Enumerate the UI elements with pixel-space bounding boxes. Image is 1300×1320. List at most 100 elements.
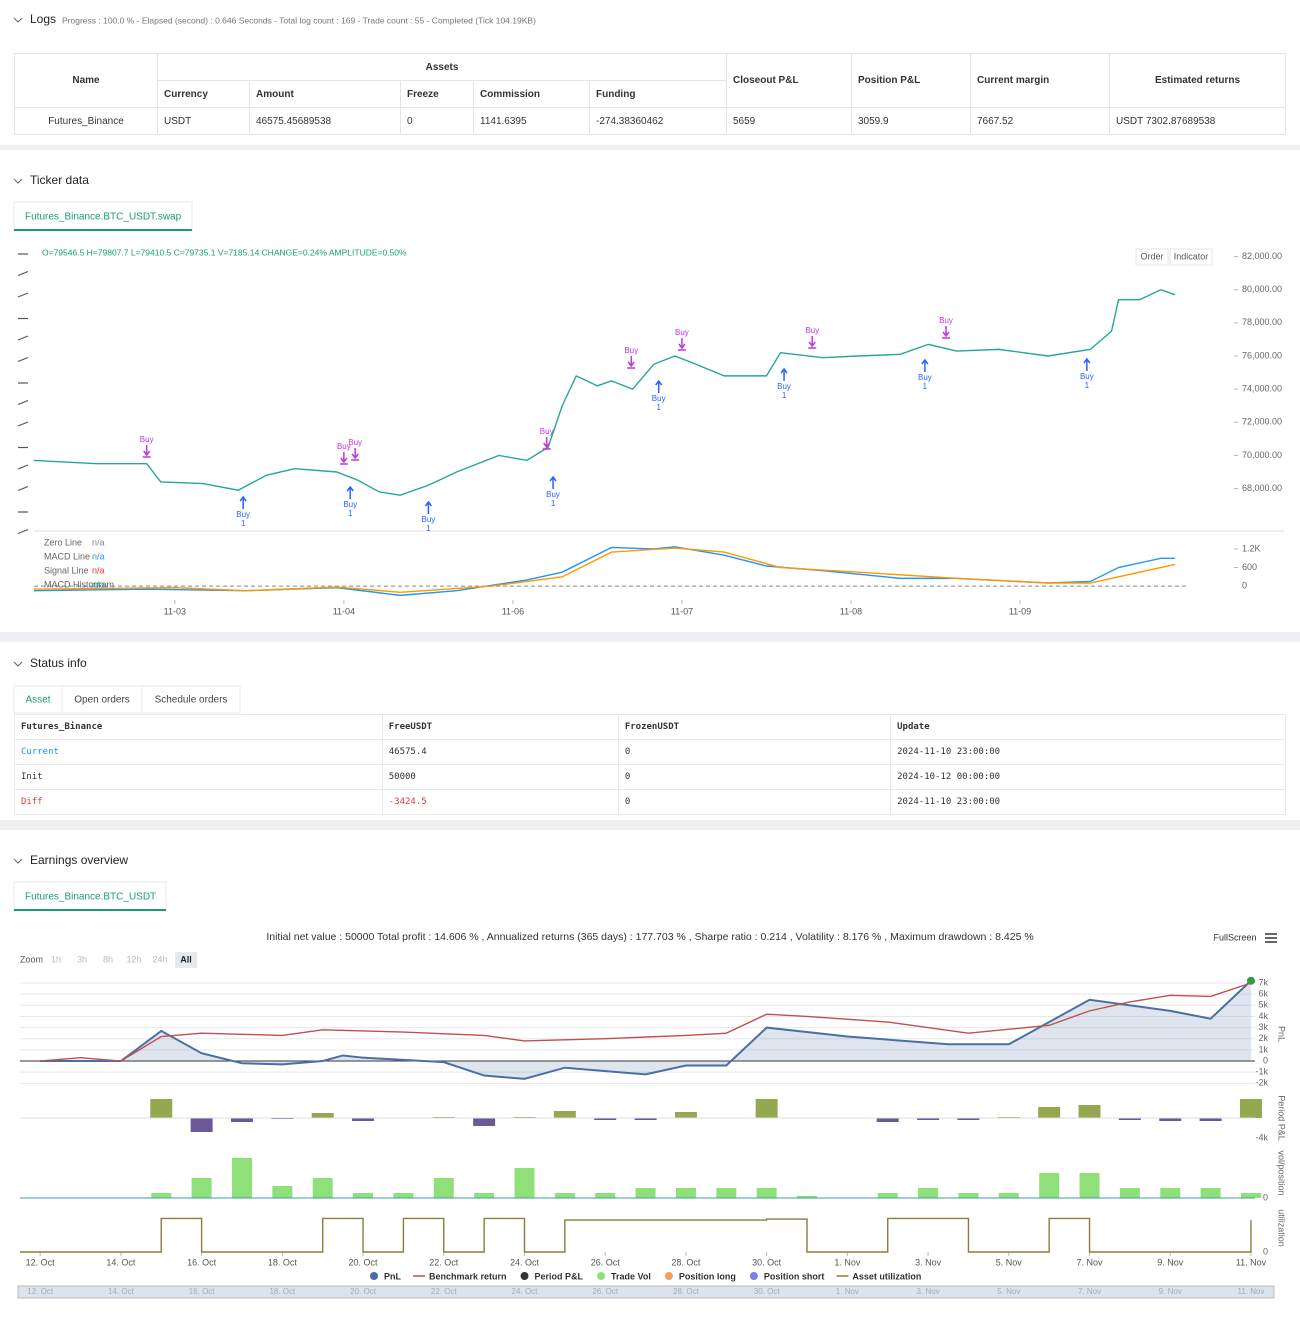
section-title: Logs: [30, 12, 56, 26]
tab[interactable]: [61, 685, 143, 714]
buy-arrow: [627, 355, 636, 369]
buy-arrow: [1083, 357, 1091, 372]
line: [40, 982, 1252, 1062]
cell: -274.38360462: [589, 107, 727, 135]
progress: Progress : 100.0 % - Elapsed (second) : …: [62, 15, 536, 25]
tool-icon[interactable]: [17, 292, 29, 298]
zoom-button[interactable]: 1h: [51, 954, 61, 964]
tool-icon[interactable]: [17, 335, 29, 341]
buy-arrow: [549, 475, 557, 489]
button-label[interactable]: Order: [1140, 251, 1163, 261]
legend-dot: [664, 1272, 673, 1280]
buy-arrow: [239, 495, 247, 509]
legend-label: PnL: [384, 1271, 402, 1281]
legend-value: n/a: [92, 551, 105, 561]
zoom-button[interactable]: 8h: [103, 954, 113, 964]
bar: [1039, 1173, 1060, 1198]
header: Current margin: [970, 53, 1110, 108]
navigator-label: 30. Oct: [754, 1287, 781, 1296]
y-tick-label: 0: [1242, 580, 1247, 590]
tool-icon[interactable]: [17, 270, 29, 277]
buy-qty: 1: [656, 403, 661, 412]
navigator-label: 5. Nov: [997, 1287, 1020, 1296]
zoom-button[interactable]: 12h: [126, 954, 141, 964]
tool-icon[interactable]: [17, 356, 29, 363]
bar: [957, 1118, 980, 1120]
buy-arrow: [677, 337, 686, 351]
y-tick-label: 82,000.00: [1242, 251, 1282, 261]
tab-label[interactable]: Futures_Binance.BTC_USDT.swap: [25, 212, 182, 223]
navigator[interactable]: [17, 1285, 1275, 1299]
legend-label: Position short: [764, 1271, 825, 1281]
button[interactable]: [1169, 248, 1213, 266]
navigator-label: 12. Oct: [27, 1287, 54, 1296]
bar: [1159, 1118, 1182, 1121]
tab[interactable]: [141, 685, 241, 714]
legend-dot: [370, 1272, 378, 1280]
buy-qty: 1: [782, 391, 787, 400]
tool-icon[interactable]: [17, 399, 29, 406]
cell: 46575.4: [381, 739, 619, 765]
y-tick-label: 70,000.00: [1242, 450, 1282, 460]
tool-icon[interactable]: [17, 464, 29, 470]
y-tick-label: 0: [1263, 1192, 1268, 1202]
legend-value: n/a: [92, 537, 105, 547]
bar: [1200, 1188, 1221, 1198]
buy-label: Buy: [805, 326, 819, 335]
row: Futures_Binance USDT 46575.45689538 0 1141.6…: [14, 107, 1286, 135]
zoom-button[interactable]: 3h: [77, 954, 87, 964]
x-tick-label: 30. Oct: [752, 1257, 782, 1267]
buy-qty: 1: [348, 509, 353, 518]
legend-dot: [597, 1272, 606, 1280]
button[interactable]: [1135, 248, 1169, 266]
bar: [716, 1188, 737, 1198]
y-tick-label: 0: [1263, 1246, 1268, 1256]
button-label[interactable]: Indicator: [1174, 251, 1209, 261]
tab[interactable]: [13, 201, 193, 231]
fullscreen[interactable]: FullScreen: [1213, 932, 1256, 942]
bar: [514, 1168, 535, 1198]
line: [33, 546, 1175, 597]
buy-label: Buy: [939, 316, 953, 325]
cell: USDT: [157, 107, 250, 135]
tool-icon[interactable]: [17, 421, 29, 427]
buy-label: Buy: [652, 394, 666, 403]
tab-label[interactable]: Futures_Binance.BTC_USDT: [25, 892, 156, 903]
buy-label: Buy: [624, 346, 638, 355]
legend-label: Period P&L: [535, 1271, 584, 1281]
tab-label[interactable]: Open orders: [74, 695, 130, 706]
x-tick-label: 28. Oct: [671, 1257, 701, 1267]
zoom-button[interactable]: 24h: [152, 954, 167, 964]
menu-icon[interactable]: [1265, 933, 1277, 943]
tab[interactable]: [13, 881, 167, 911]
navigator-label: 1. Nov: [836, 1287, 859, 1296]
caret: [13, 661, 23, 667]
legend-label: Position long: [679, 1271, 736, 1281]
legend-label: Benchmark return: [429, 1271, 507, 1281]
buy-label: Buy: [421, 515, 435, 524]
buy-qty: 1: [551, 499, 556, 508]
y-tick-label: -2k: [1255, 1078, 1268, 1088]
x-tick-label: 1. Nov: [834, 1257, 861, 1267]
bar: [1079, 1173, 1100, 1198]
zoom-label: Zoom: [20, 954, 43, 964]
area: [40, 980, 1251, 1079]
y-axis-label: PnL: [1277, 1026, 1287, 1042]
legend-label: MACD Histogram: [44, 579, 114, 589]
bar: [353, 1193, 374, 1198]
bar: [958, 1193, 979, 1198]
toolbar: [17, 253, 29, 535]
caret: [13, 17, 23, 23]
tool-icon[interactable]: [17, 485, 29, 492]
bar: [595, 1193, 616, 1198]
cell: Diff: [14, 789, 383, 815]
y-tick-label: 5k: [1258, 1000, 1268, 1010]
tab[interactable]: [13, 685, 63, 714]
tab-label[interactable]: Schedule orders: [155, 695, 228, 706]
tab-label[interactable]: Asset: [25, 695, 50, 706]
zoom-button[interactable]: All: [180, 954, 192, 964]
navigator-label: 7. Nov: [1078, 1287, 1101, 1296]
tool-icon[interactable]: [17, 528, 29, 535]
